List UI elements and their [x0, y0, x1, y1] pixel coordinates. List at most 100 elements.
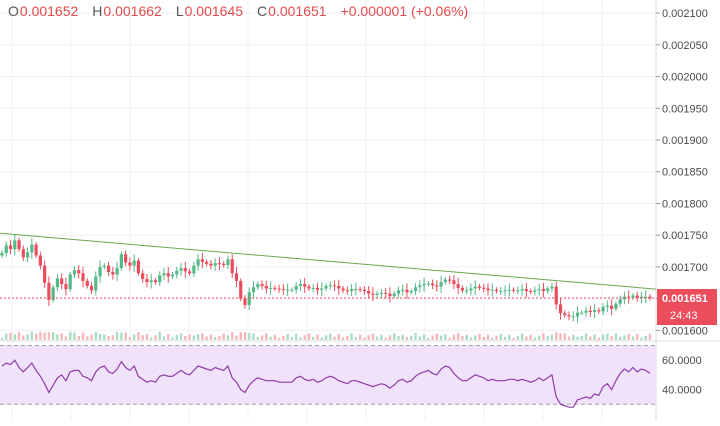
candle[interactable] — [550, 282, 554, 293]
candle[interactable] — [72, 266, 77, 279]
candle[interactable] — [320, 282, 324, 297]
candle[interactable] — [332, 280, 337, 292]
candle[interactable] — [187, 268, 192, 276]
candle[interactable] — [217, 256, 222, 271]
candle[interactable] — [533, 286, 537, 296]
rsi-pane[interactable] — [0, 344, 656, 408]
candle[interactable] — [571, 311, 575, 322]
candle[interactable] — [639, 291, 644, 304]
candle[interactable] — [315, 282, 320, 295]
candle[interactable] — [179, 263, 183, 276]
candle[interactable] — [64, 277, 68, 296]
candle[interactable] — [443, 277, 447, 285]
candle[interactable] — [507, 283, 511, 297]
candle[interactable] — [183, 261, 187, 278]
candle[interactable] — [25, 247, 30, 263]
candle[interactable] — [537, 284, 541, 296]
candle[interactable] — [234, 266, 239, 288]
candle[interactable] — [175, 266, 179, 279]
candle[interactable] — [448, 275, 452, 285]
candle[interactable] — [563, 310, 567, 318]
candle[interactable] — [30, 238, 34, 259]
candle[interactable] — [43, 260, 47, 288]
candle[interactable] — [409, 288, 413, 295]
candle[interactable] — [477, 284, 482, 291]
candle[interactable] — [115, 261, 119, 281]
candle[interactable] — [362, 285, 366, 295]
candle[interactable] — [77, 265, 81, 279]
current-price-tag[interactable]: 0.001651 24:43 — [657, 289, 717, 326]
candle[interactable] — [34, 242, 38, 259]
candle[interactable] — [588, 305, 592, 318]
candle[interactable] — [486, 283, 490, 296]
candle[interactable] — [281, 284, 285, 295]
trend-line[interactable] — [0, 232, 657, 290]
candle[interactable] — [196, 254, 200, 271]
candle[interactable] — [119, 251, 123, 271]
candle[interactable] — [635, 291, 639, 302]
candle[interactable] — [149, 273, 153, 289]
candle[interactable] — [222, 261, 226, 268]
candle[interactable] — [418, 280, 422, 293]
candle[interactable] — [580, 310, 584, 316]
candle[interactable] — [136, 258, 141, 276]
candle[interactable] — [85, 278, 89, 289]
candle[interactable] — [524, 282, 528, 298]
candle[interactable] — [94, 271, 98, 296]
candle[interactable] — [529, 288, 533, 295]
candle[interactable] — [575, 306, 580, 323]
candle[interactable] — [205, 259, 209, 267]
candle[interactable] — [597, 307, 601, 314]
candle[interactable] — [128, 257, 132, 271]
candle[interactable] — [511, 287, 516, 293]
candle[interactable] — [213, 258, 217, 271]
candle[interactable] — [516, 286, 520, 295]
candle[interactable] — [251, 280, 256, 299]
candle[interactable] — [494, 287, 499, 294]
candle[interactable] — [473, 280, 477, 295]
candle[interactable] — [247, 287, 251, 311]
candle[interactable] — [200, 252, 204, 269]
candle[interactable] — [592, 303, 597, 319]
candle[interactable] — [51, 284, 55, 303]
candle[interactable] — [396, 286, 401, 298]
candle[interactable] — [303, 277, 307, 293]
candle[interactable] — [106, 261, 111, 276]
candle[interactable] — [490, 283, 494, 297]
candle[interactable] — [499, 287, 503, 295]
candle[interactable] — [166, 266, 170, 283]
candle[interactable] — [413, 283, 418, 295]
candle[interactable] — [341, 285, 345, 293]
candle[interactable] — [554, 281, 558, 310]
candle[interactable] — [460, 285, 465, 293]
candle[interactable] — [145, 273, 149, 288]
candle[interactable] — [298, 278, 303, 292]
candle[interactable] — [503, 285, 507, 297]
candle[interactable] — [358, 286, 362, 293]
candle[interactable] — [264, 280, 268, 294]
candle[interactable] — [337, 279, 341, 295]
candle[interactable] — [469, 283, 473, 296]
candle[interactable] — [558, 298, 563, 320]
candle[interactable] — [111, 266, 115, 280]
candle[interactable] — [21, 245, 25, 262]
candle[interactable] — [367, 285, 371, 299]
candle[interactable] — [260, 280, 264, 290]
candle[interactable] — [422, 277, 426, 292]
candle[interactable] — [268, 281, 273, 295]
candle[interactable] — [465, 286, 469, 295]
candle[interactable] — [610, 299, 614, 316]
candle[interactable] — [311, 284, 315, 293]
candle[interactable] — [345, 286, 349, 295]
candle[interactable] — [371, 287, 375, 302]
candle[interactable] — [435, 280, 439, 292]
candle[interactable] — [47, 276, 51, 307]
candle[interactable] — [546, 285, 550, 294]
candle[interactable] — [55, 274, 60, 292]
candle[interactable] — [644, 290, 648, 304]
candle[interactable] — [141, 269, 145, 283]
candle[interactable] — [379, 289, 384, 298]
candle[interactable] — [170, 272, 175, 279]
